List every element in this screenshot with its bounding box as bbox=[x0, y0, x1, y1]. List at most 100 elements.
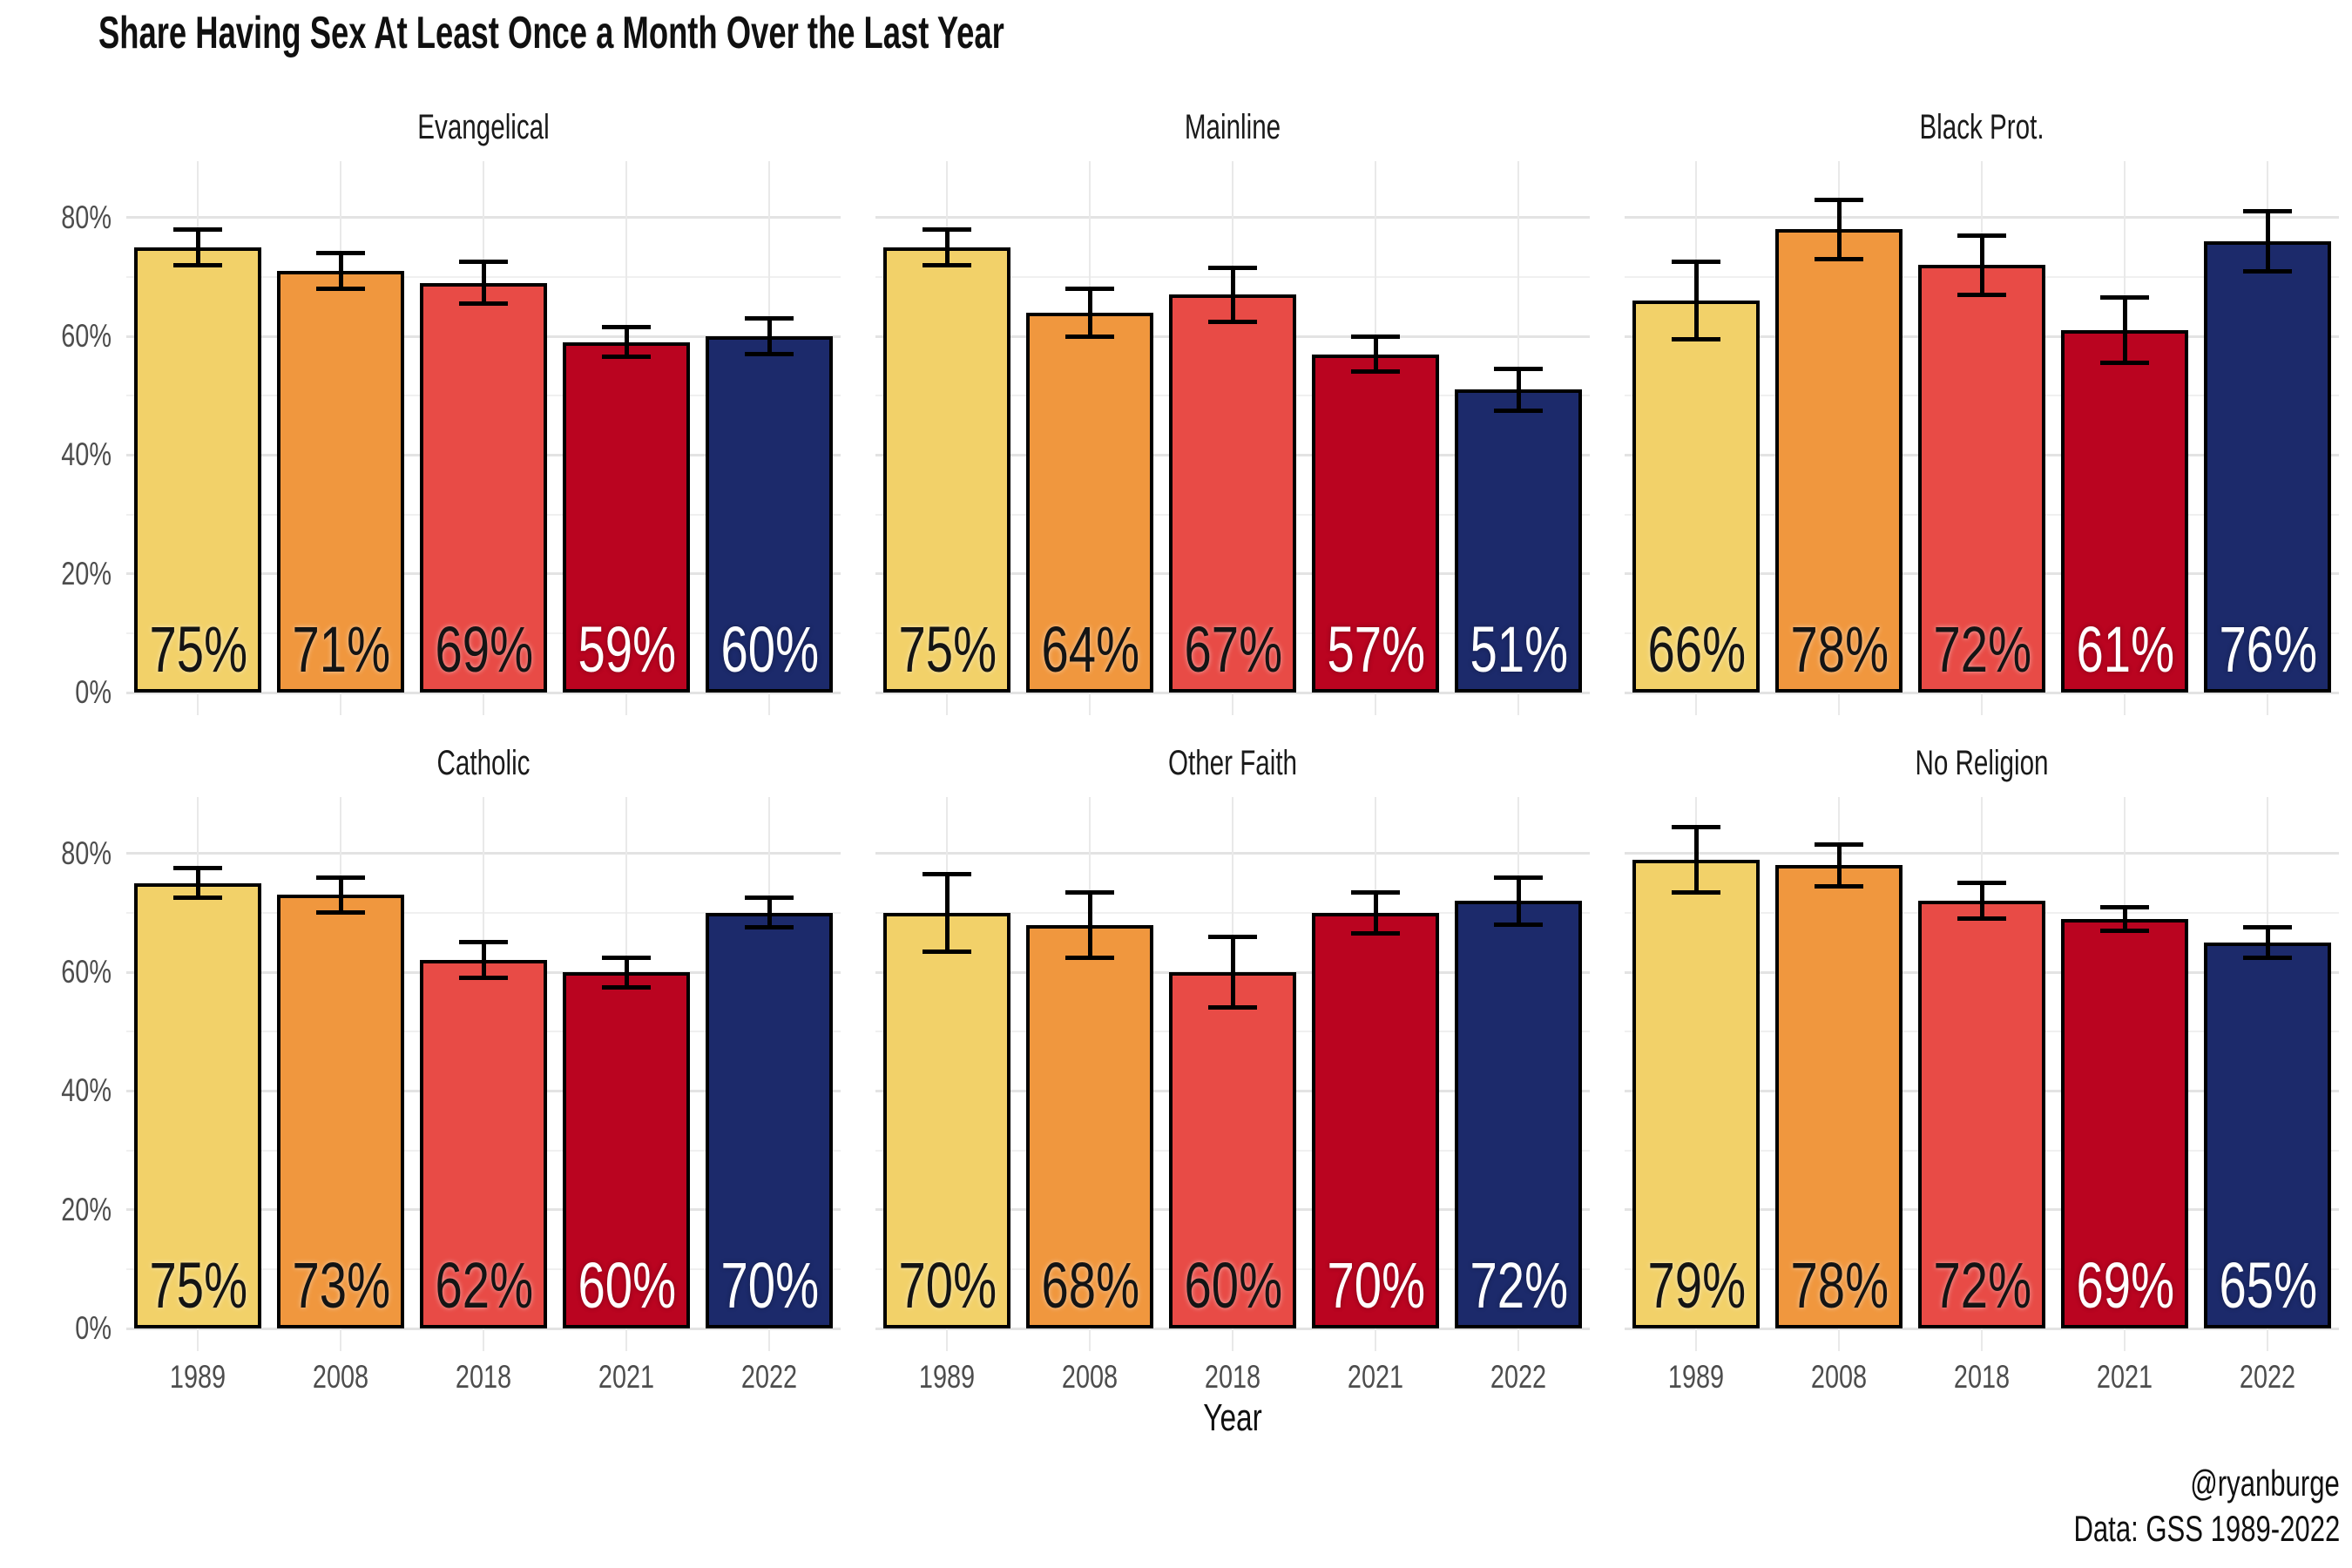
y-tick-label: 20% bbox=[61, 555, 112, 591]
x-tick-label: 2021 bbox=[1347, 1359, 1404, 1395]
facet-panel: 70% 68% 60% 70% 72% bbox=[875, 797, 1590, 1351]
bar-value-label: 78% bbox=[1790, 613, 1889, 686]
bar bbox=[134, 882, 261, 1328]
x-tick-label: 2022 bbox=[2239, 1359, 2296, 1395]
error-bar-cap-top bbox=[1672, 260, 1720, 265]
bar bbox=[1169, 294, 1296, 693]
error-bar-cap-top bbox=[1957, 881, 2006, 886]
error-bar-cap-bottom bbox=[459, 976, 508, 981]
error-bar-stem bbox=[1979, 235, 1984, 295]
credit-source: Data: GSS 1989-2022 bbox=[2073, 1508, 2340, 1549]
y-tick-label: 0% bbox=[75, 674, 112, 710]
facet-title: Other Faith bbox=[1167, 744, 1298, 782]
error-bar-cap-bottom bbox=[2100, 928, 2149, 933]
bar-value-label: 71% bbox=[292, 613, 391, 686]
error-bar-stem bbox=[481, 943, 486, 978]
bar-value-label: 73% bbox=[292, 1249, 391, 1321]
error-bar-cap-bottom bbox=[602, 355, 651, 360]
error-bar-cap-bottom bbox=[1957, 292, 2006, 297]
facet-title: Black Prot. bbox=[1919, 108, 2044, 146]
bar bbox=[1632, 301, 1760, 693]
error-bar-stem bbox=[481, 261, 486, 304]
bar-value-label: 60% bbox=[720, 613, 820, 686]
facet-title: Evangelical bbox=[417, 108, 550, 146]
bar bbox=[1312, 912, 1439, 1328]
bar-value-label: 72% bbox=[1470, 1249, 1569, 1321]
facet-title: Mainline bbox=[1184, 108, 1281, 146]
error-bar-cap-top bbox=[2100, 904, 2149, 909]
facet-title: No Religion bbox=[1915, 744, 2049, 782]
error-bar-cap-top bbox=[1351, 889, 1400, 895]
error-bar-stem bbox=[195, 229, 200, 266]
error-bar-stem bbox=[1693, 827, 1699, 893]
error-bar-stem bbox=[1087, 892, 1092, 958]
error-bar-cap-bottom bbox=[1672, 336, 1720, 341]
error-bar-cap-top bbox=[173, 866, 222, 871]
y-tick-label: 60% bbox=[61, 318, 112, 355]
credit-handle: @ryanburge bbox=[2190, 1463, 2340, 1504]
x-tick-label: 2018 bbox=[1953, 1359, 2011, 1395]
error-bar-cap-top bbox=[1208, 934, 1257, 939]
error-bar-stem bbox=[767, 318, 772, 355]
error-bar-cap-bottom bbox=[173, 896, 222, 901]
y-tick-label: 40% bbox=[61, 1072, 112, 1109]
error-bar-cap-top bbox=[1494, 367, 1543, 372]
error-bar-stem bbox=[1516, 877, 1521, 925]
bar bbox=[1169, 972, 1296, 1328]
x-tick-label: 2021 bbox=[598, 1359, 655, 1395]
error-bar-cap-top bbox=[316, 251, 365, 256]
y-tick-label: 40% bbox=[61, 436, 112, 473]
bar bbox=[883, 247, 1010, 693]
error-bar-cap-bottom bbox=[1672, 889, 1720, 895]
error-bar-cap-top bbox=[173, 226, 222, 232]
error-bar-cap-top bbox=[2243, 209, 2292, 214]
x-tick-label: 2021 bbox=[2096, 1359, 2153, 1395]
bar bbox=[1918, 901, 2045, 1328]
bar-value-label: 70% bbox=[720, 1249, 820, 1321]
bar bbox=[420, 282, 547, 693]
error-bar-cap-bottom bbox=[745, 925, 794, 930]
bar-value-label: 60% bbox=[578, 1249, 677, 1321]
error-bar-cap-bottom bbox=[1351, 369, 1400, 375]
bar-value-label: 69% bbox=[2076, 1249, 2175, 1321]
bar-value-label: 62% bbox=[435, 1249, 534, 1321]
error-bar-cap-bottom bbox=[1065, 955, 1114, 960]
bar bbox=[563, 972, 690, 1328]
bar bbox=[706, 912, 833, 1328]
error-bar-stem bbox=[338, 877, 343, 913]
bar-value-label: 76% bbox=[2219, 613, 2318, 686]
error-bar-stem bbox=[767, 897, 772, 928]
bar bbox=[563, 341, 690, 693]
bar-value-label: 69% bbox=[435, 613, 534, 686]
error-bar-cap-bottom bbox=[1208, 1005, 1257, 1010]
error-bar-cap-top bbox=[1957, 233, 2006, 238]
x-tick-label: 2022 bbox=[1490, 1359, 1547, 1395]
error-bar-cap-top bbox=[1672, 824, 1720, 829]
error-bar-cap-top bbox=[1815, 842, 1863, 848]
error-bar-cap-top bbox=[1065, 889, 1114, 895]
x-tick-label: 2008 bbox=[312, 1359, 369, 1395]
x-tick-label: 2022 bbox=[740, 1359, 798, 1395]
error-bar-stem bbox=[1979, 882, 1984, 919]
bar-value-label: 61% bbox=[2076, 613, 2175, 686]
error-bar-stem bbox=[338, 253, 343, 289]
y-tick-label: 20% bbox=[61, 1191, 112, 1227]
error-bar-cap-bottom bbox=[923, 262, 971, 267]
error-bar-cap-top bbox=[923, 872, 971, 877]
bar bbox=[2204, 942, 2331, 1328]
error-bar-stem bbox=[1516, 368, 1521, 411]
x-tick-label: 2018 bbox=[455, 1359, 512, 1395]
error-bar-stem bbox=[2122, 907, 2127, 931]
error-bar-stem bbox=[944, 229, 950, 266]
error-bar-cap-bottom bbox=[1815, 256, 1863, 261]
error-bar-cap-bottom bbox=[1065, 334, 1114, 339]
error-bar-cap-top bbox=[459, 260, 508, 265]
error-bar-cap-bottom bbox=[2243, 268, 2292, 274]
error-bar-stem bbox=[1836, 199, 1842, 260]
bar-value-label: 75% bbox=[898, 613, 997, 686]
x-tick-label: 1989 bbox=[169, 1359, 226, 1395]
bar-value-label: 64% bbox=[1041, 613, 1140, 686]
facet-panel: 75% 71% 69% 59% 60% bbox=[126, 161, 841, 715]
error-bar-cap-bottom bbox=[602, 984, 651, 990]
y-tick-label: 80% bbox=[61, 199, 112, 235]
